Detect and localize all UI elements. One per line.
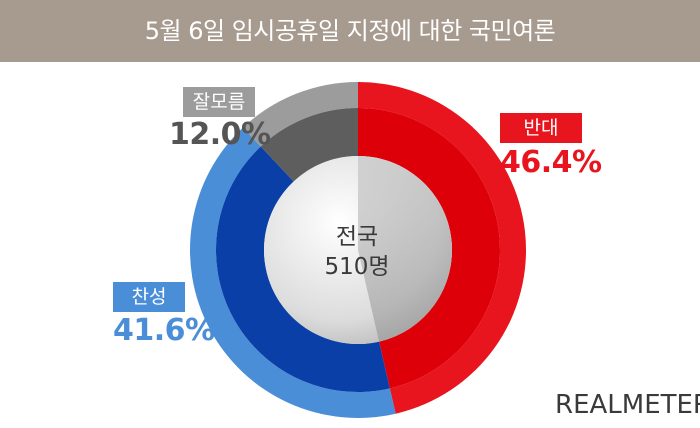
inner-slice-2 bbox=[260, 108, 358, 182]
center-sample-size: 510명 bbox=[324, 254, 390, 280]
title-bar: 5월 6일 임시공휴일 지정에 대한 국민여론 bbox=[0, 0, 700, 62]
center-highlight bbox=[358, 156, 452, 342]
center-label: 전국 510명 bbox=[297, 222, 417, 282]
label-dontknow-name: 잘모름 bbox=[183, 87, 255, 117]
label-oppose-name: 반대 bbox=[500, 113, 582, 143]
outer-slice-2 bbox=[242, 82, 358, 147]
label-oppose-value: 46.4% bbox=[500, 145, 602, 180]
label-support-value: 41.6% bbox=[113, 313, 215, 348]
outer-slice-1 bbox=[189, 127, 396, 419]
inner-slice-1 bbox=[215, 146, 390, 392]
label-dontknow-value: 12.0% bbox=[169, 117, 271, 152]
realmeter-logo: REALMETER bbox=[555, 390, 700, 420]
outer-slice-0 bbox=[358, 82, 527, 414]
label-support-name: 찬성 bbox=[113, 282, 185, 312]
inner-ring bbox=[215, 108, 501, 392]
chart-title: 5월 6일 임시공휴일 지정에 대한 국민여론 bbox=[144, 17, 556, 45]
inner-slice-0 bbox=[358, 108, 501, 389]
center-region-name: 전국 bbox=[335, 224, 379, 250]
outer-ring bbox=[189, 82, 527, 419]
